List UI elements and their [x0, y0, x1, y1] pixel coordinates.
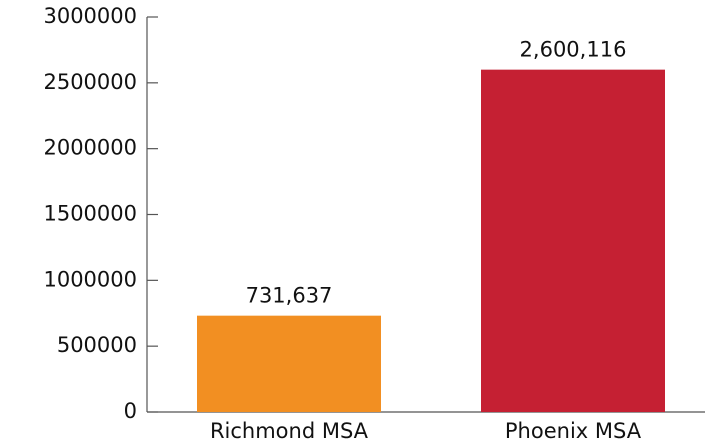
- y-tick-label: 2000000: [43, 136, 137, 160]
- bar: [481, 69, 665, 412]
- value-label: 2,600,116: [520, 38, 627, 62]
- bar: [197, 315, 381, 412]
- x-tick-label: Richmond MSA: [210, 419, 369, 443]
- value-label: 731,637: [246, 284, 333, 308]
- x-tick-label: Phoenix MSA: [505, 419, 642, 443]
- y-tick-label: 0: [124, 399, 137, 423]
- y-tick-label: 2500000: [43, 70, 137, 94]
- y-tick-label: 3000000: [43, 4, 137, 28]
- y-tick-label: 1500000: [43, 202, 137, 226]
- y-tick-label: 500000: [57, 333, 137, 357]
- y-tick-label: 1000000: [43, 267, 137, 291]
